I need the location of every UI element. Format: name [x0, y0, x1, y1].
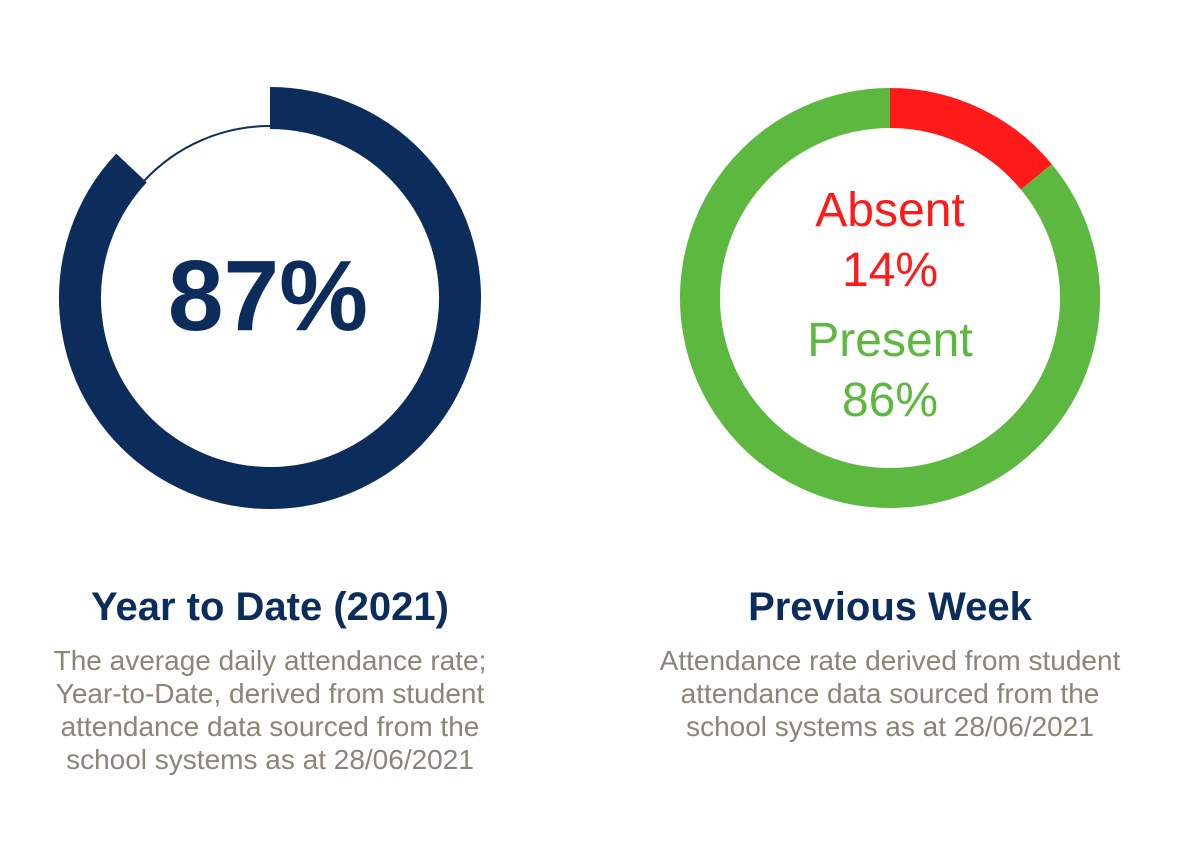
previous-week-description: Attendance rate derived from student att…: [640, 644, 1140, 743]
absent-value: 14%: [842, 244, 938, 297]
gauge-value-arc: [59, 87, 481, 509]
previous-week-title: Previous Week: [748, 585, 1032, 629]
year-to-date-description: The average daily attendance rate; Year-…: [20, 644, 520, 776]
description-line: The average daily attendance rate;: [53, 645, 487, 676]
present-value: 86%: [842, 374, 938, 427]
present-label: Present: [807, 314, 972, 367]
description-line: Attendance rate derived from student: [659, 645, 1121, 676]
attendance-gauges: 87% Absent 14% Present 86%: [59, 87, 1100, 509]
description-line: attendance data sourced from the: [60, 711, 480, 742]
previous-week-panel: Previous Week Attendance rate derived fr…: [640, 584, 1140, 743]
description-line: school systems as at 28/06/2021: [66, 744, 474, 775]
year-to-date-title: Year to Date (2021): [91, 585, 449, 629]
year-to-date-gauge: 87%: [59, 87, 481, 509]
absent-label: Absent: [815, 184, 964, 237]
description-line: attendance data sourced from the: [680, 678, 1100, 709]
previous-week-donut: Absent 14% Present 86%: [680, 88, 1100, 508]
donut-slice-absent: [889, 88, 1052, 190]
gauge-center-value: 87%: [168, 240, 368, 352]
donut-slice-present: [680, 88, 1100, 508]
description-line: Year-to-Date, derived from student: [55, 678, 485, 709]
year-to-date-panel: Year to Date (2021) The average daily at…: [20, 584, 520, 776]
gauge-track: [143, 125, 271, 181]
description-line: school systems as at 28/06/2021: [686, 711, 1094, 742]
